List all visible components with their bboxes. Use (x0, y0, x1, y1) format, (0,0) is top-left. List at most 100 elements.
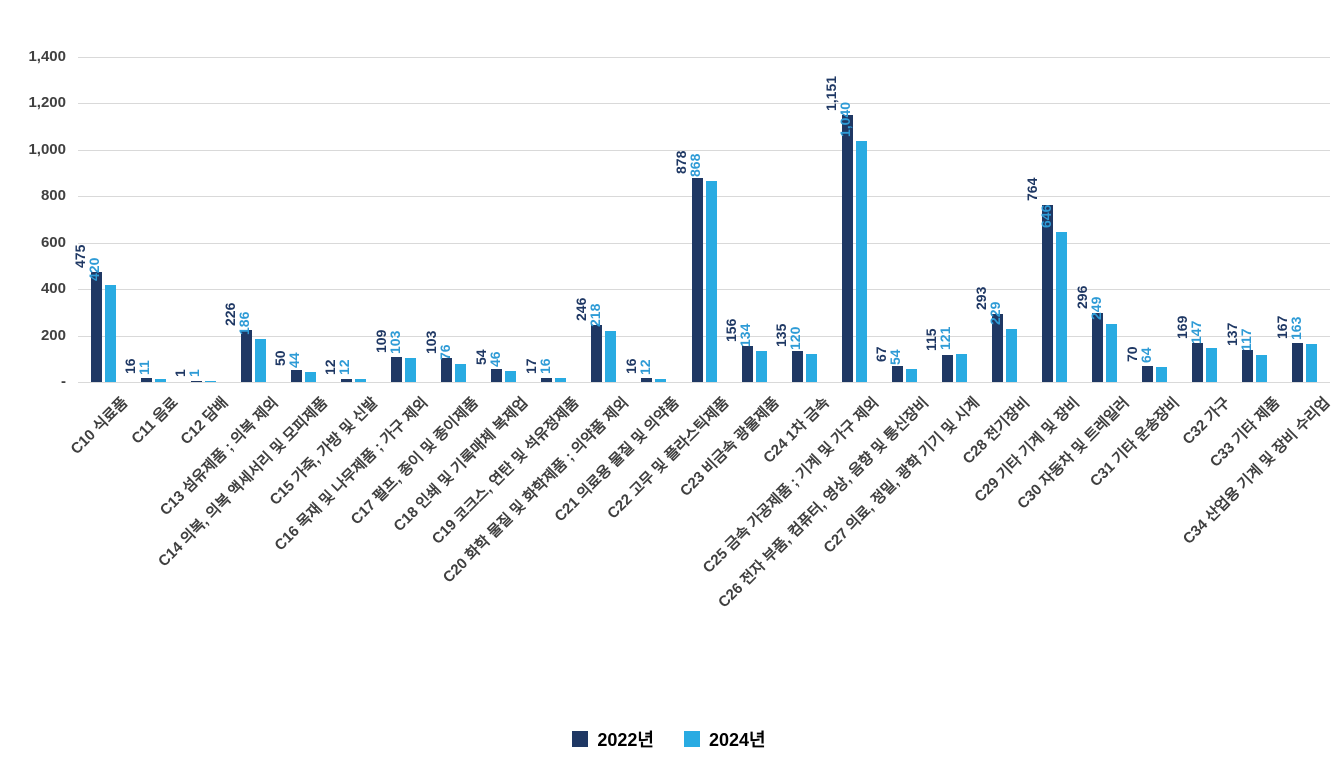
gridline (78, 196, 1330, 198)
bar-2024년 (1106, 324, 1118, 382)
y-axis-tick-label: 200 (40, 326, 66, 344)
y-axis-tick-label: 800 (40, 187, 66, 205)
bar-2022년 (691, 178, 703, 382)
bar-value-label: 249 (1087, 296, 1104, 321)
gridline (78, 289, 1330, 291)
bar-2024년 (154, 379, 166, 382)
bar-2024년 (1156, 367, 1168, 382)
legend-label-2022: 2022년 (597, 730, 654, 750)
bar-value-label: 764 (1023, 177, 1040, 201)
bar-value-label: 44 (286, 352, 303, 368)
bar-value-label: 420 (86, 257, 103, 281)
bar-2024년 (204, 381, 216, 382)
bar-2022년 (1192, 342, 1204, 382)
bar-2022년 (991, 313, 1003, 382)
bar-2022년 (841, 114, 853, 382)
bar-2024년 (1005, 328, 1017, 382)
bar-2024년 (304, 371, 316, 382)
bar-value-label: 46 (486, 351, 503, 368)
bar-value-label: 64 (1137, 347, 1154, 364)
legend-item-2024: 2024년 (684, 726, 766, 752)
bar-2024년 (1206, 347, 1218, 382)
x-axis-category-label: C10 식료품 (67, 394, 132, 458)
gridline (78, 57, 1330, 58)
gridline (78, 103, 1330, 105)
bar-value-label: 120 (787, 326, 804, 351)
bar-2022년 (1142, 365, 1154, 382)
y-axis-tick-label: 1,000 (28, 140, 66, 158)
bar-2024년 (505, 371, 517, 382)
gridline (78, 382, 1330, 383)
gridline (78, 242, 1330, 244)
bar-2022년 (1242, 350, 1254, 382)
bar-value-label: 16 (536, 358, 553, 375)
legend: 2022년 2024년 (0, 726, 1338, 752)
x-axis-category-label: C11 음료 (127, 394, 182, 448)
bar-value-label: 1,040 (837, 101, 854, 137)
legend-swatch-2022 (572, 731, 589, 747)
y-axis-tick-label: 600 (40, 233, 66, 251)
bar-2024년 (955, 353, 967, 382)
y-axis-tick-label: 1,200 (28, 94, 66, 112)
bar-value-label: 868 (687, 153, 703, 177)
bar-value-label: 186 (236, 311, 253, 335)
bar-2022년 (491, 369, 503, 382)
bar-2022년 (1042, 204, 1054, 382)
legend-item-2022: 2022년 (572, 726, 654, 752)
y-axis-tick-label: 1,400 (28, 48, 66, 65)
bar-2022년 (1092, 313, 1104, 382)
gridline (78, 149, 1330, 151)
x-axis-category-label: C31 기타 운송장비 (1086, 394, 1183, 491)
bar-value-label: 12 (336, 359, 353, 376)
bar-2022년 (90, 271, 102, 382)
bar-2022년 (541, 378, 553, 382)
y-axis-tick-label: - (61, 373, 66, 390)
bar-2022년 (240, 329, 252, 382)
bar-value-label: 646 (1037, 204, 1054, 229)
bar-2022년 (641, 378, 653, 382)
bar-value-label: 117 (1237, 328, 1254, 351)
bar-2024년 (655, 379, 667, 382)
bar-2022년 (190, 381, 202, 382)
bar-2022년 (391, 356, 403, 382)
bar-value-label: 147 (1187, 320, 1204, 344)
bar-2024년 (855, 140, 867, 382)
bar-2024년 (555, 378, 567, 382)
bar-2022년 (1292, 343, 1304, 382)
bar-2022년 (591, 324, 603, 382)
bar-2024년 (354, 379, 366, 382)
bar-value-label: 218 (586, 304, 603, 328)
bar-2024년 (755, 350, 767, 382)
bar-2022년 (941, 355, 953, 382)
legend-label-2024: 2024년 (709, 730, 766, 750)
bar-2022년 (290, 370, 302, 382)
bar-value-label: 11 (136, 360, 153, 376)
bar-value-label: 54 (887, 349, 904, 366)
bar-value-label: 163 (1287, 316, 1304, 341)
bar-2022년 (340, 379, 352, 382)
bar-value-label: 76 (436, 344, 453, 361)
bar-2024년 (1306, 344, 1318, 382)
gridline (78, 335, 1330, 337)
y-axis-tick-label: 400 (40, 280, 66, 298)
bar-value-label: 1 (186, 369, 203, 377)
bar-2024년 (405, 358, 417, 382)
bar-value-label: 12 (636, 359, 653, 376)
bar-2024년 (705, 180, 717, 382)
bar-2024년 (605, 331, 617, 382)
bar-2022년 (441, 358, 453, 382)
bar-2024년 (254, 338, 266, 382)
bar-value-label: 229 (987, 301, 1004, 325)
bar-2022년 (741, 345, 753, 382)
bar-2022년 (891, 366, 903, 382)
bar-value-label: 134 (737, 323, 754, 347)
bar-value-label: 103 (386, 330, 403, 355)
bar-2024년 (1256, 354, 1268, 382)
bar-value-label: 121 (937, 326, 954, 350)
bar-2024년 (805, 354, 817, 382)
bar-2024년 (104, 284, 116, 382)
legend-swatch-2024 (684, 731, 700, 747)
bar-2022년 (791, 350, 803, 382)
bar-2022년 (140, 378, 152, 382)
